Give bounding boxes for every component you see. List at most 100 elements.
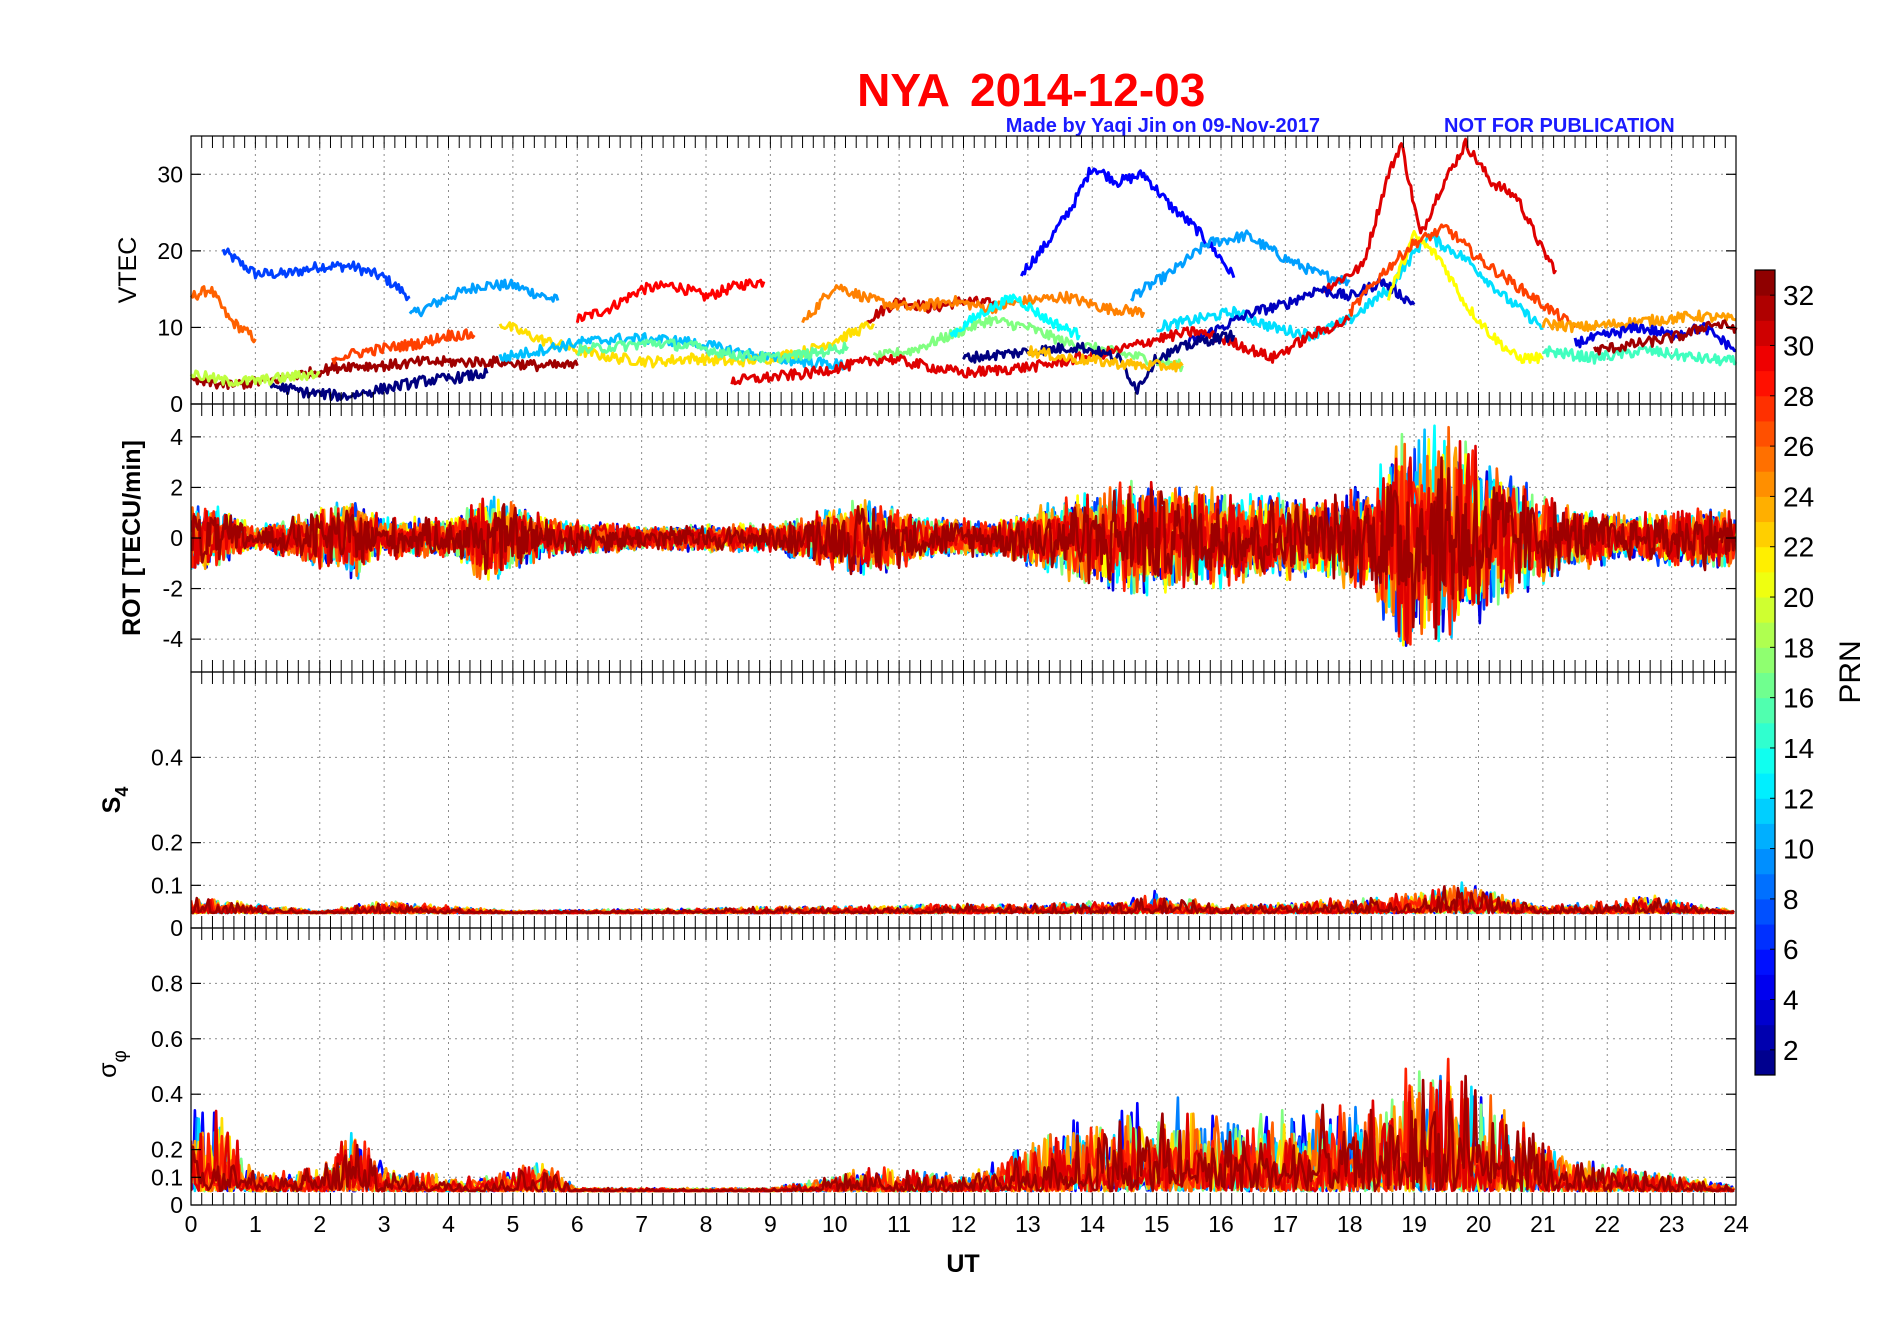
y-tick-label: -2: [163, 576, 183, 602]
y-tick-label: 0: [170, 915, 183, 941]
colorbar-tick-label: 18: [1783, 632, 1814, 663]
vtec-series-line: [949, 293, 1081, 341]
x-tick-label: 13: [1015, 1211, 1041, 1237]
x-axis-label: UT: [946, 1250, 979, 1278]
x-tick-label: 14: [1079, 1211, 1105, 1237]
vtec-series-line: [267, 366, 489, 402]
colorbar-swatch: [1755, 496, 1775, 523]
colorbar-tick-label: 12: [1783, 783, 1814, 814]
vtec-series-line: [408, 278, 560, 318]
y-tick-label: 2: [170, 474, 183, 500]
sigma-phi-grid: [191, 928, 1736, 1205]
s4-ylabel-sub: 4: [112, 787, 132, 797]
x-tick-label: 17: [1273, 1211, 1299, 1237]
y-tick-label: 10: [157, 314, 183, 340]
colorbar-swatch: [1755, 798, 1775, 824]
colorbar-tick-label: 2: [1783, 1035, 1799, 1066]
x-tick-label: 22: [1594, 1211, 1620, 1237]
vtec-series-line: [866, 295, 997, 324]
x-tick-label: 8: [700, 1211, 713, 1237]
vtec-series-line: [1129, 229, 1351, 302]
colorbar-label: PRN: [1834, 640, 1867, 703]
vtec-series: [189, 137, 1738, 402]
colorbar-swatch: [1755, 571, 1775, 598]
colorbar-swatch: [1755, 270, 1775, 296]
x-tick-label: 0: [185, 1211, 198, 1237]
y-tick-label: 4: [170, 424, 183, 450]
vtec-series-line: [962, 329, 1236, 395]
sigma-phi-frame: [190, 927, 1737, 1206]
rot-series: [191, 424, 1736, 647]
y-tick-label: 0.2: [151, 830, 183, 856]
colorbar-swatch: [1755, 974, 1775, 1001]
vtec-grid: [191, 136, 1736, 404]
colorbar-tick-label: 8: [1783, 884, 1799, 915]
colorbar-swatch: [1755, 345, 1775, 372]
x-tick-label: 18: [1337, 1211, 1363, 1237]
y-tick-label: 0.1: [151, 1164, 183, 1190]
x-tick-label: 16: [1208, 1211, 1234, 1237]
sigma-phi-ylabel-base: σ: [94, 1062, 122, 1078]
colorbar-swatch: [1755, 597, 1775, 623]
colorbar-swatch: [1755, 521, 1775, 548]
vtec-panel: 0 10 20 30 VTEC: [114, 135, 1738, 417]
colorbar-swatch: [1755, 446, 1775, 472]
vtec-series-line: [730, 315, 1351, 386]
colorbar-swatch: [1755, 823, 1775, 850]
x-tick-label: 10: [822, 1211, 848, 1237]
sigma-phi-ticks: 00.10.2 0.4 0.6 0.8: [151, 928, 1736, 1218]
x-tick-label: 2: [313, 1211, 326, 1237]
y-tick-label: 0.1: [151, 872, 183, 898]
rot-traces: [191, 424, 1736, 647]
colorbar-tick-label: 24: [1783, 481, 1814, 512]
title-station: NYA: [857, 64, 950, 116]
x-tick-label: 12: [951, 1211, 977, 1237]
x-tick-label: 3: [378, 1211, 391, 1237]
sigma_phi-traces: [191, 1057, 1736, 1193]
colorbar-tick-label: 6: [1783, 934, 1799, 965]
x-tick-label: 1: [249, 1211, 262, 1237]
x-tick-label: 6: [571, 1211, 584, 1237]
vtec-series-line: [1593, 319, 1738, 356]
y-tick-label: 0.4: [151, 1081, 183, 1107]
rot-panel: -4 -2 0 2 4 ROT [TECU/min]: [118, 403, 1737, 673]
sigma-phi-ylabel-sub: φ: [110, 1050, 131, 1062]
colorbar-swatch: [1755, 395, 1775, 422]
colorbar-tick-label: 26: [1783, 431, 1814, 462]
colorbar-swatch: [1755, 622, 1775, 648]
colorbar-swatch: [1755, 747, 1775, 774]
colorbar-gradient: [1755, 270, 1775, 1076]
x-tick-label: 19: [1401, 1211, 1427, 1237]
y-tick-label: 30: [157, 161, 183, 187]
y-tick-label: -4: [163, 626, 184, 652]
vtec-series-line: [1348, 223, 1577, 329]
made-by-note: Made by Yaqi Jin on 09-Nov-2017: [1006, 115, 1320, 137]
s4-grid: [191, 672, 1736, 928]
colorbar-swatch: [1755, 1024, 1775, 1051]
s4-series: [191, 881, 1736, 915]
colorbar-swatch: [1755, 722, 1775, 749]
y-tick-label: 20: [157, 238, 183, 264]
sigma-phi-panel: 00.10.2 0.4 0.6 0.8 σφ: [94, 927, 1737, 1218]
rot-ylabel: ROT [TECU/min]: [118, 440, 146, 636]
vtec-series-line: [1542, 345, 1738, 367]
svg-text:S4: S4: [98, 787, 132, 814]
x-tick-label: 5: [506, 1211, 519, 1237]
vtec-series-line: [1020, 166, 1236, 279]
s4-series-line: [191, 888, 1735, 915]
colorbar-swatch: [1755, 924, 1775, 950]
colorbar-swatch: [1755, 546, 1775, 573]
s4-series-line: [191, 885, 1735, 915]
x-tick-label: 11: [887, 1211, 911, 1237]
x-tick-label: 20: [1466, 1211, 1492, 1237]
colorbar-swatch: [1755, 295, 1775, 321]
vtec-series-line: [1322, 137, 1558, 294]
disclaimer-note: NOT FOR PUBLICATION: [1444, 115, 1675, 137]
y-tick-label: 0.2: [151, 1137, 183, 1163]
colorbar-swatch: [1755, 848, 1775, 875]
x-tick-label: 9: [764, 1211, 777, 1237]
vtec-series-line: [1386, 229, 1544, 365]
